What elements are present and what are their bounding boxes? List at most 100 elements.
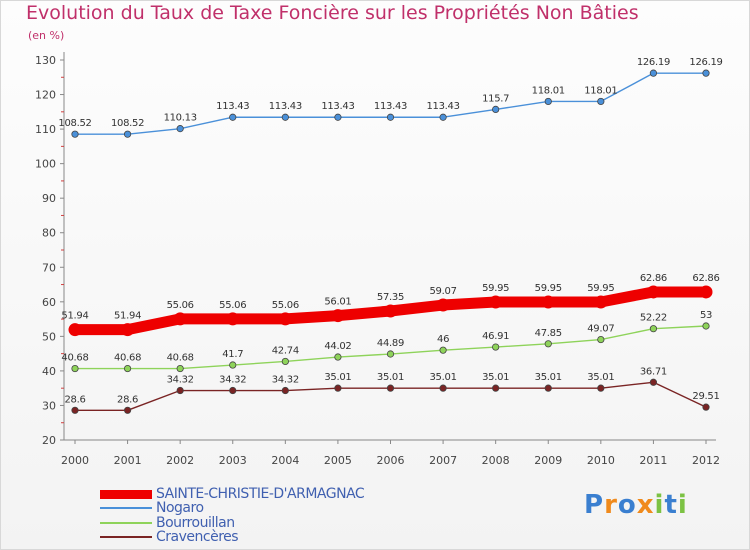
logo-letter: t — [664, 490, 678, 520]
data-point — [71, 364, 79, 373]
data-point — [436, 298, 450, 312]
data-label: 115.7 — [482, 93, 509, 104]
x-tick-label: 2011 — [639, 454, 667, 467]
data-label: 44.02 — [324, 341, 351, 352]
data-point — [176, 386, 184, 395]
data-label: 46 — [437, 334, 449, 345]
data-point — [229, 361, 237, 369]
y-tick-label: 20 — [42, 434, 56, 447]
data-point — [123, 130, 132, 138]
legend-swatch — [100, 536, 152, 538]
data-label: 62.86 — [692, 273, 719, 284]
data-label: 59.95 — [482, 283, 509, 294]
data-label: 55.06 — [167, 300, 194, 311]
data-label: 28.6 — [64, 394, 85, 405]
data-label: 59.07 — [430, 286, 457, 297]
data-label: 40.68 — [61, 353, 88, 364]
data-label: 126.19 — [637, 57, 670, 68]
x-tick-label: 2009 — [534, 454, 562, 467]
y-tick-label: 110 — [35, 123, 56, 136]
data-point — [439, 113, 447, 121]
data-label: 108.52 — [58, 118, 91, 129]
y-tick-label: 100 — [35, 158, 56, 171]
logo-letter: x — [636, 490, 655, 520]
data-label: 113.43 — [269, 101, 302, 112]
data-point — [544, 340, 552, 348]
data-label: 52.22 — [640, 313, 667, 324]
data-point — [334, 353, 342, 361]
data-point — [334, 113, 342, 121]
legend-label: Cravencères — [156, 529, 239, 545]
legend-label: Nogaro — [156, 500, 204, 516]
data-label: 55.06 — [219, 300, 246, 311]
legend-item-sainte-christie: SAINTE-CHRISTIE-D'ARMAGNAC — [100, 486, 365, 502]
data-label: 113.43 — [426, 101, 459, 112]
data-point — [331, 309, 345, 323]
data-point — [492, 384, 500, 392]
data-label: 53 — [700, 310, 712, 321]
data-point — [597, 97, 605, 106]
data-point — [123, 364, 132, 373]
x-tick-label: 2000 — [61, 454, 89, 467]
data-point — [123, 406, 132, 414]
data-label: 35.01 — [324, 372, 351, 383]
data-label: 110.13 — [164, 113, 197, 124]
x-tick-label: 2001 — [114, 454, 142, 467]
x-tick-label: 2006 — [377, 454, 405, 467]
data-point — [699, 285, 713, 299]
data-point — [492, 343, 500, 351]
y-tick-label: 70 — [42, 261, 56, 274]
data-label: 28.6 — [117, 394, 138, 405]
data-point — [702, 69, 710, 77]
logo-letter: i — [677, 490, 688, 520]
logo-letter: i — [654, 490, 665, 520]
y-tick-label: 30 — [42, 399, 56, 412]
data-point — [281, 357, 289, 366]
data-label: 59.95 — [535, 283, 562, 294]
data-point — [278, 312, 292, 326]
data-label: 118.01 — [532, 85, 565, 96]
data-point — [489, 295, 503, 309]
data-point — [229, 386, 237, 395]
data-label: 57.35 — [377, 292, 404, 303]
data-point — [544, 97, 552, 106]
y-tick-label: 60 — [42, 296, 56, 309]
data-point — [384, 304, 397, 318]
logo-letter: o — [617, 490, 637, 520]
data-label: 56.01 — [324, 297, 351, 308]
data-point — [68, 323, 82, 337]
legend-item-bourrouillan: Bourrouillan — [100, 515, 235, 531]
data-point — [176, 364, 184, 373]
x-tick-label: 2005 — [324, 454, 352, 467]
legend-label: SAINTE-CHRISTIE-D'ARMAGNAC — [156, 486, 365, 502]
legend-item-nogaro: Nogaro — [100, 500, 204, 516]
data-label: 51.94 — [114, 311, 141, 322]
data-point — [492, 105, 500, 114]
data-label: 40.68 — [167, 353, 194, 364]
data-label: 44.89 — [377, 338, 404, 349]
data-point — [176, 125, 184, 133]
data-point — [544, 384, 552, 392]
data-point — [649, 325, 658, 333]
data-point — [702, 322, 710, 330]
data-point — [173, 312, 187, 326]
data-label: 59.95 — [587, 283, 614, 294]
data-label: 41.7 — [222, 349, 243, 360]
y-tick-label: 120 — [35, 89, 56, 102]
x-tick-label: 2002 — [166, 454, 194, 467]
data-label: 113.43 — [374, 101, 407, 112]
data-label: 35.01 — [482, 372, 509, 383]
data-label: 34.32 — [167, 375, 194, 386]
data-point — [281, 386, 289, 395]
x-tick-label: 2007 — [429, 454, 457, 467]
legend-swatch — [100, 507, 152, 509]
data-label: 29.51 — [692, 391, 719, 402]
data-label: 55.06 — [272, 300, 299, 311]
data-label: 42.74 — [272, 345, 299, 356]
data-point — [597, 335, 605, 344]
x-tick-label: 2010 — [587, 454, 615, 467]
data-point — [702, 403, 710, 411]
data-label: 118.01 — [584, 85, 617, 96]
proxiti-logo: Proxiti — [584, 490, 688, 520]
